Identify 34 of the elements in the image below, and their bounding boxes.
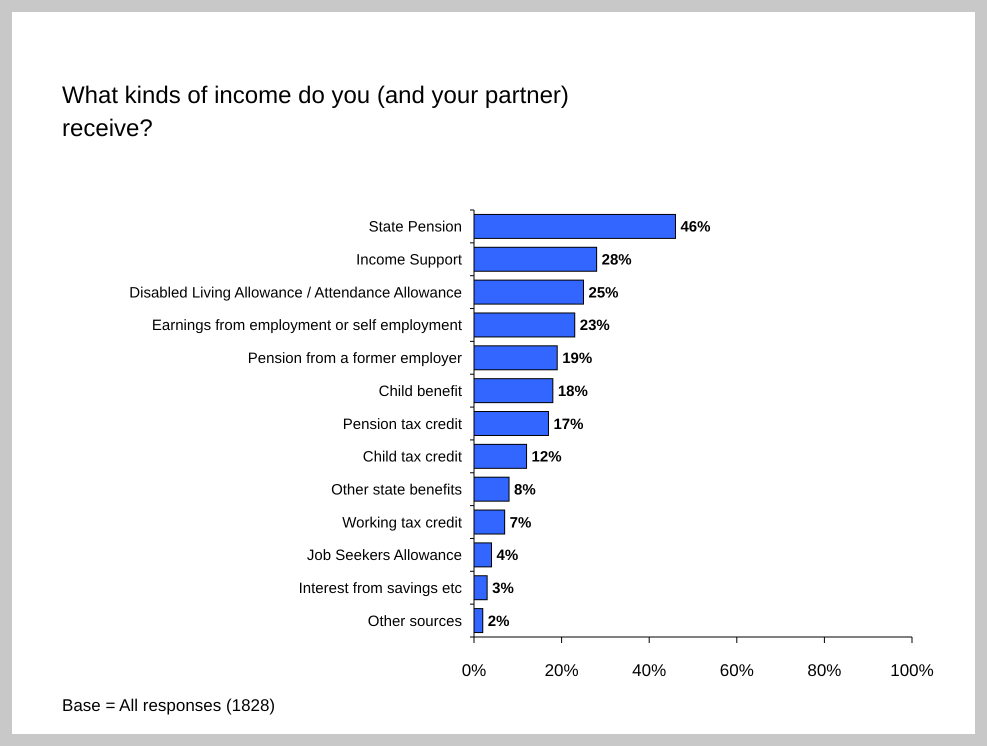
- x-tick-label: 80%: [807, 660, 842, 680]
- y-tick-label: Interest from savings etc: [298, 580, 462, 597]
- y-tick-label: Child tax credit: [362, 448, 463, 466]
- data-label: 12%: [532, 448, 562, 466]
- data-label: 46%: [680, 218, 711, 236]
- x-tick-label: 0%: [462, 660, 486, 680]
- x-tick-label: 60%: [720, 660, 754, 680]
- y-tick-label: Other state benefits: [331, 481, 462, 498]
- y-tick-label: Other sources: [368, 612, 462, 630]
- data-label: 17%: [553, 416, 584, 433]
- x-tick-label: 20%: [544, 660, 579, 680]
- text: Base = All responses (1828): [62, 696, 276, 715]
- data-label: 3%: [492, 580, 514, 597]
- data-label: 8%: [514, 481, 536, 498]
- y-tick-label: Job Seekers Allowance: [306, 547, 462, 564]
- data-label: 25%: [588, 284, 619, 302]
- data-label: 2%: [488, 612, 510, 630]
- y-tick-label: State Pension: [368, 218, 462, 236]
- data-label: 28%: [602, 252, 632, 269]
- data-label: 7%: [510, 514, 532, 532]
- x-tick-label: 40%: [632, 660, 666, 680]
- y-tick-label: Pension tax credit: [342, 416, 463, 433]
- y-tick-label: Earnings from employment or self employment: [152, 317, 463, 334]
- y-tick-label: Child benefit: [378, 382, 463, 400]
- chart-title: What kinds of income do you (and your partner) receive?: [62, 82, 569, 142]
- y-tick-label: Working tax credit: [342, 514, 463, 532]
- x-tick-label: 100%: [890, 660, 934, 680]
- data-label: 23%: [580, 317, 610, 334]
- y-tick-label: Disabled Living Allowance / Attendance Allowance: [129, 284, 462, 302]
- data-label: 18%: [558, 382, 588, 400]
- y-tick-label: Pension from a former employer: [248, 350, 462, 368]
- y-tick-label: Income Support: [356, 252, 463, 269]
- data-label: 4%: [496, 547, 518, 564]
- data-label: 19%: [562, 350, 592, 368]
